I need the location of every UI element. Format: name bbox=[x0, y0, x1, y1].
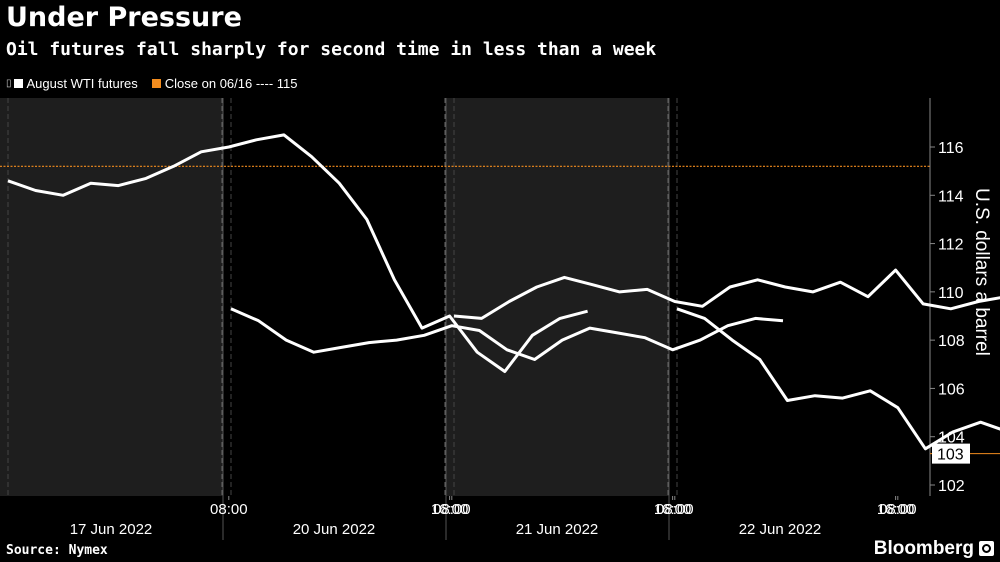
series-segment-1 bbox=[7, 133, 588, 373]
day-shade-1 bbox=[0, 98, 223, 496]
source-note: Source: Nymex bbox=[6, 543, 108, 558]
series-segment-2 bbox=[230, 307, 784, 361]
legend-reference-label: Close on 06/16 ---- 115 bbox=[164, 76, 298, 91]
day-shade-3 bbox=[446, 98, 669, 496]
y-tick-label-102: 102 bbox=[938, 478, 965, 495]
y-axis-title: U.S. dollars a barrel bbox=[971, 188, 992, 356]
y-tick-label-112: 112 bbox=[938, 237, 964, 254]
x-tick-label-2-2: 16:00 bbox=[654, 501, 692, 518]
y-tick-label-116: 116 bbox=[938, 140, 964, 157]
brand-logo-text: Bloomberg bbox=[873, 538, 974, 559]
x-tick-label-2-1: 08:00 bbox=[433, 501, 471, 518]
y-tick-label-114: 114 bbox=[938, 188, 964, 205]
legend-item-series: ▯ August WTI futures bbox=[6, 76, 138, 91]
legend-candle-icon: ▯ bbox=[6, 78, 12, 89]
x-tick-label-1-1: 08:00 bbox=[210, 501, 248, 518]
series-segment-4 bbox=[676, 307, 1000, 451]
legend-swatch-series bbox=[13, 79, 23, 88]
x-tick-label-3-1: 08:00 bbox=[656, 501, 694, 518]
y-tick-label-110: 110 bbox=[938, 285, 964, 302]
chart-title: Under Pressure bbox=[6, 2, 242, 33]
y-tick-label-108: 108 bbox=[938, 333, 965, 350]
legend: ▯ August WTI futures Close on 06/16 ----… bbox=[6, 76, 312, 91]
bloomberg-icon bbox=[979, 541, 994, 556]
series-segment-3 bbox=[453, 268, 1000, 320]
x-tick-label-4-1: 08:00 bbox=[879, 501, 917, 518]
legend-series-label: August WTI futures bbox=[26, 76, 138, 91]
last-value-box bbox=[932, 443, 970, 464]
legend-swatch-reference bbox=[151, 79, 161, 88]
chart-subtitle: Oil futures fall sharply for second time… bbox=[6, 39, 657, 60]
day-label-3: 21 Jun 2022 bbox=[516, 521, 599, 538]
legend-item-reference: Close on 06/16 ---- 115 bbox=[151, 76, 298, 91]
day-label-1: 17 Jun 2022 bbox=[70, 521, 153, 538]
y-tick-label-106: 106 bbox=[938, 381, 965, 398]
x-tick-label-1-2: 16:00 bbox=[431, 501, 469, 518]
y-tick-label-104: 104 bbox=[938, 430, 965, 447]
last-value-label: 103 bbox=[937, 447, 964, 464]
day-label-2: 20 Jun 2022 bbox=[293, 521, 376, 538]
day-label-4: 22 Jun 2022 bbox=[739, 521, 822, 538]
x-tick-label-3-2: 16:00 bbox=[877, 501, 915, 518]
